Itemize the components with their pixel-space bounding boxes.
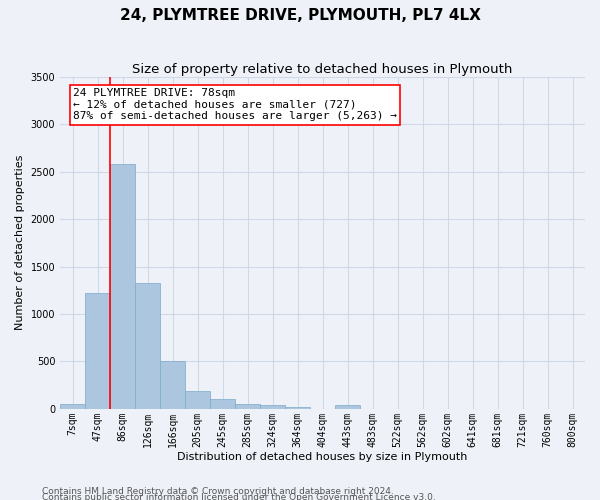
Bar: [185, 391, 210, 409]
Bar: [260, 405, 285, 409]
Text: 24 PLYMTREE DRIVE: 78sqm
← 12% of detached houses are smaller (727)
87% of semi-: 24 PLYMTREE DRIVE: 78sqm ← 12% of detach…: [73, 88, 397, 122]
Bar: [110, 164, 135, 409]
Bar: [135, 282, 160, 409]
Title: Size of property relative to detached houses in Plymouth: Size of property relative to detached ho…: [133, 62, 513, 76]
Bar: [85, 293, 110, 409]
Bar: [235, 404, 260, 409]
X-axis label: Distribution of detached houses by size in Plymouth: Distribution of detached houses by size …: [178, 452, 468, 462]
Bar: [160, 362, 185, 409]
Bar: [60, 404, 85, 409]
Text: 24, PLYMTREE DRIVE, PLYMOUTH, PL7 4LX: 24, PLYMTREE DRIVE, PLYMOUTH, PL7 4LX: [119, 8, 481, 22]
Text: Contains HM Land Registry data © Crown copyright and database right 2024.: Contains HM Land Registry data © Crown c…: [42, 487, 394, 496]
Bar: [285, 406, 310, 409]
Text: Contains public sector information licensed under the Open Government Licence v3: Contains public sector information licen…: [42, 492, 436, 500]
Y-axis label: Number of detached properties: Number of detached properties: [15, 155, 25, 330]
Bar: [335, 405, 360, 409]
Bar: [210, 400, 235, 409]
